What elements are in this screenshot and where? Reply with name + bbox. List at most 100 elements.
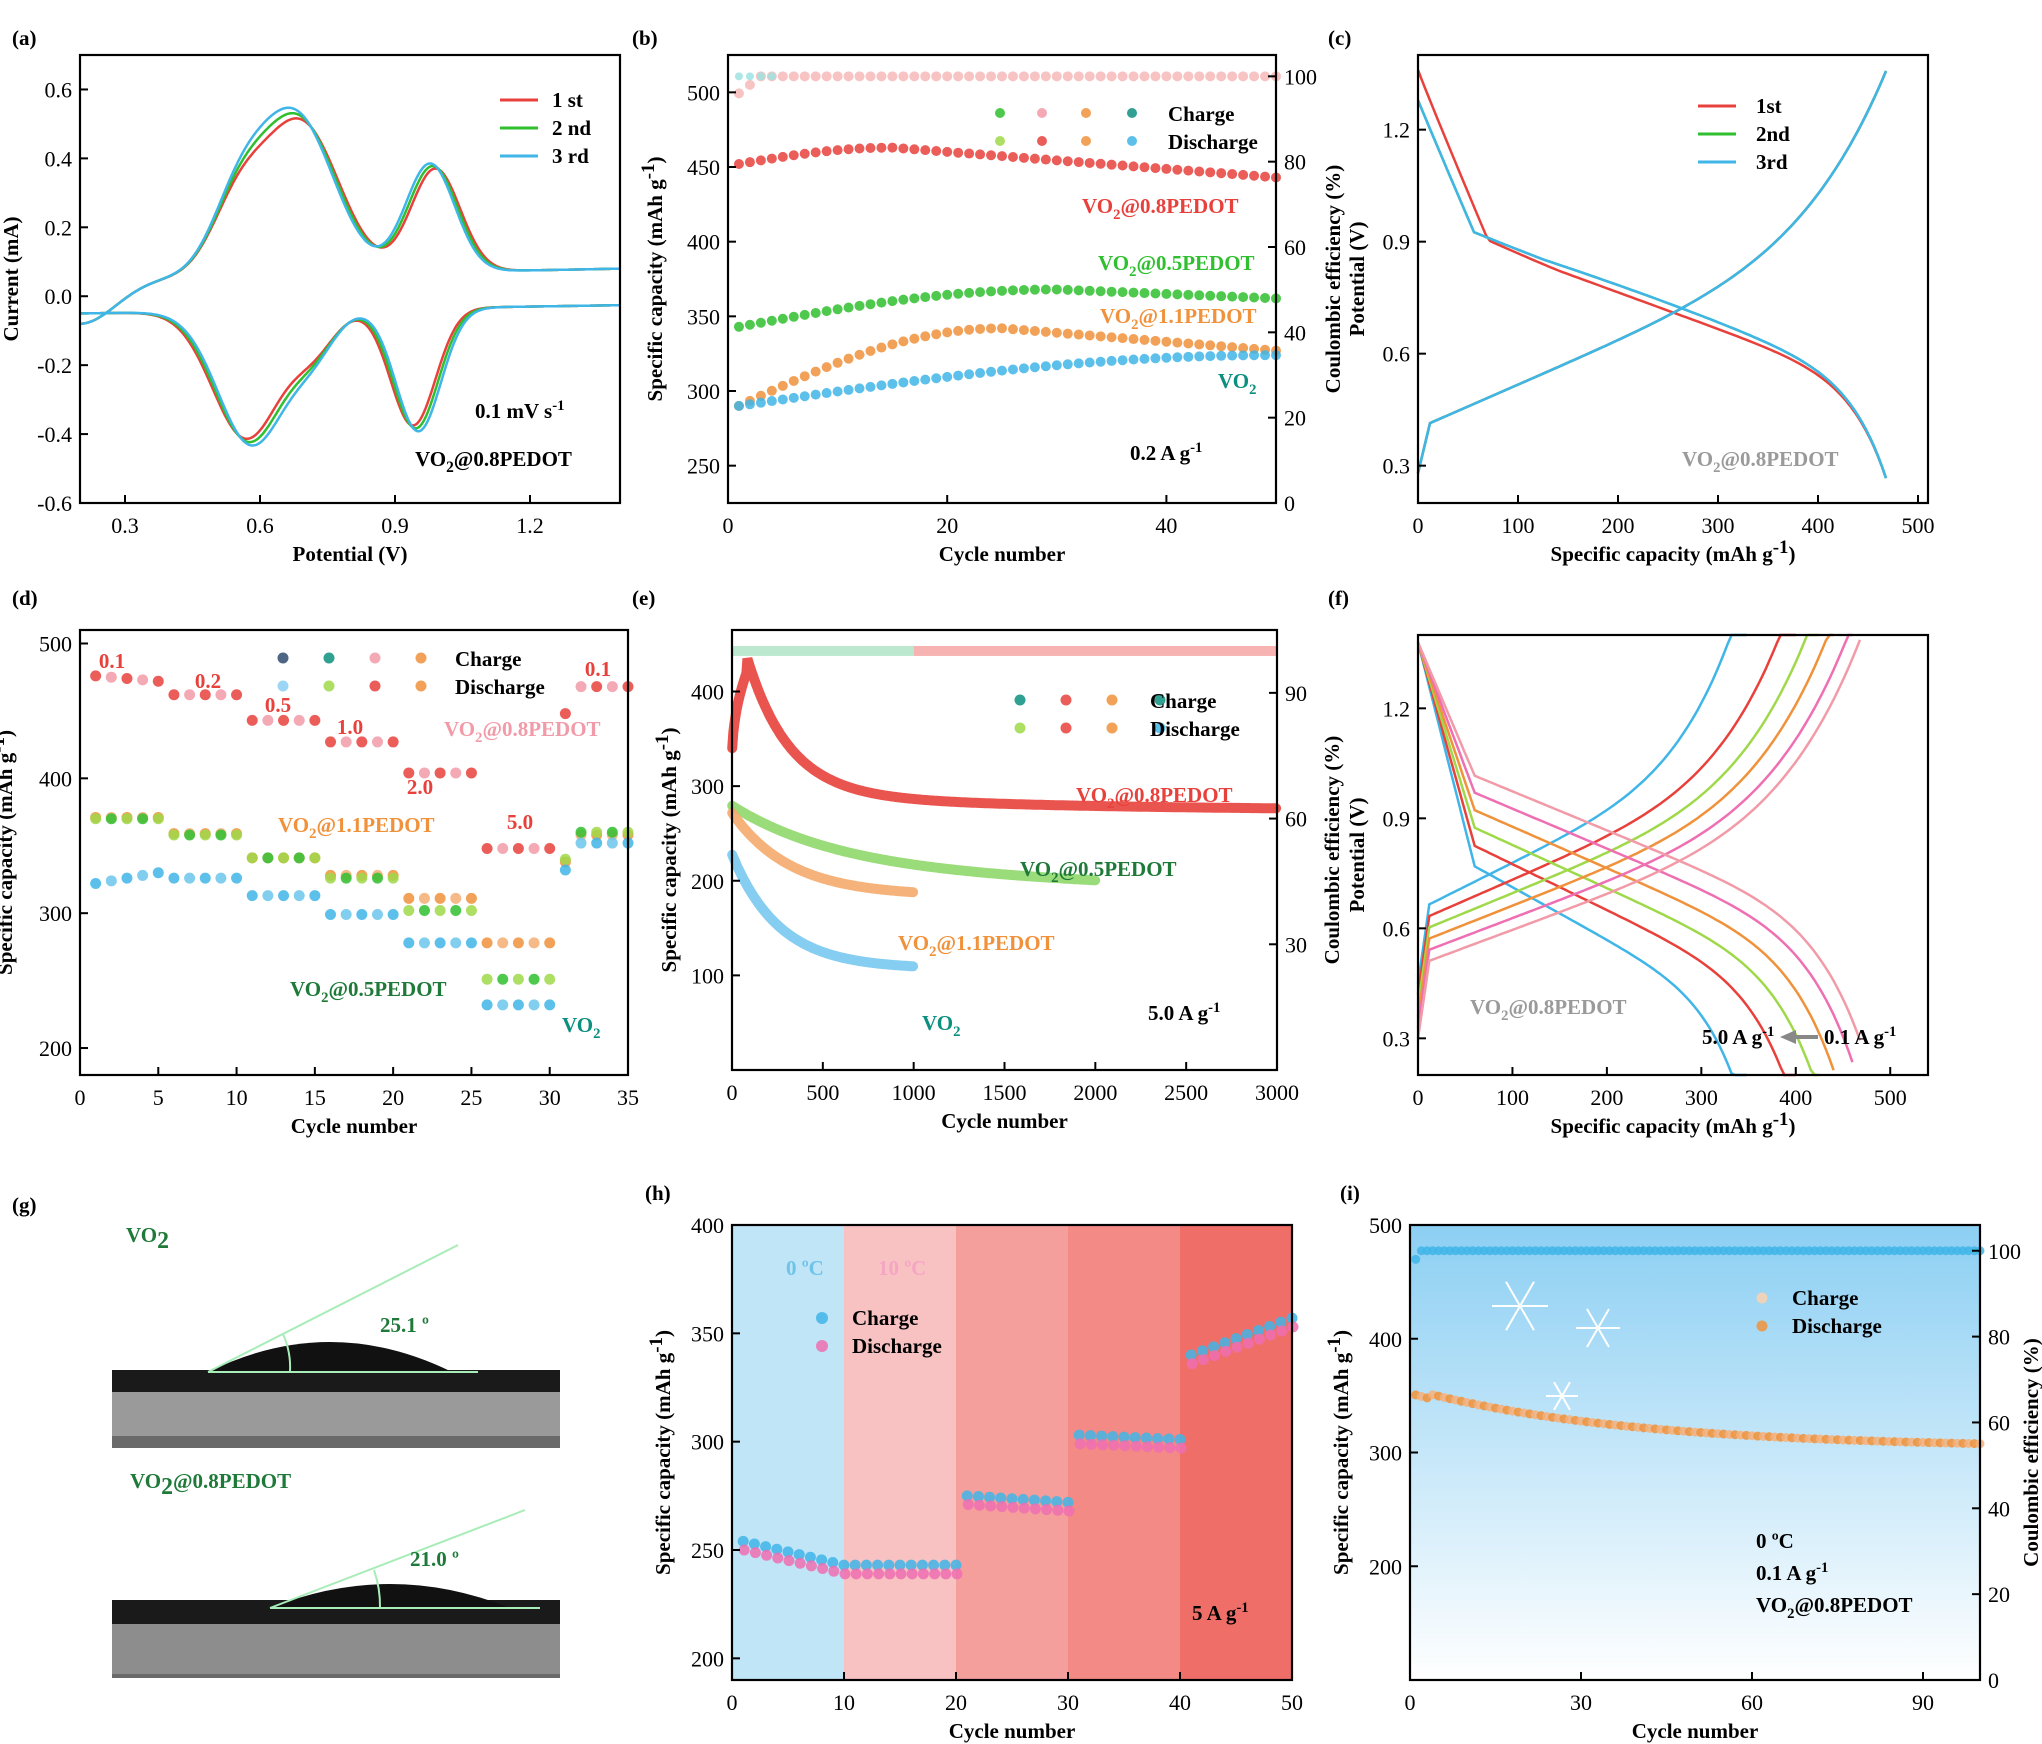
data-point bbox=[215, 829, 227, 841]
ce-point bbox=[931, 71, 942, 82]
x-tick-label: 10 bbox=[833, 1690, 855, 1715]
data-point bbox=[1108, 1439, 1120, 1451]
charge-line bbox=[1416, 70, 1888, 474]
x-axis-label: Specific capacity (mAh g-1) bbox=[1551, 1109, 1796, 1138]
x-tick-label: 200 bbox=[1602, 513, 1635, 538]
snowflake-icon bbox=[1597, 1308, 1610, 1329]
x-axis-label: Cycle number bbox=[941, 1109, 1068, 1133]
data-point bbox=[832, 145, 843, 156]
data-point bbox=[975, 368, 986, 379]
data-point bbox=[387, 909, 399, 921]
x-tick-label: 90 bbox=[1912, 1690, 1934, 1715]
data-point bbox=[90, 670, 102, 682]
data-point bbox=[1107, 1431, 1119, 1443]
y2-tick-label: 60 bbox=[1988, 1410, 2010, 1435]
series-label: VO2 bbox=[1218, 369, 1256, 398]
data-point bbox=[90, 813, 102, 825]
data-point bbox=[231, 829, 243, 841]
data-point bbox=[861, 1568, 873, 1580]
legend-marker bbox=[1127, 108, 1137, 118]
annotation: 0.2 A g-1 bbox=[1130, 440, 1202, 465]
data-point bbox=[738, 1544, 750, 1556]
temperature-region bbox=[1068, 1225, 1180, 1680]
y-tick-label: 0.6 bbox=[1383, 342, 1411, 367]
data-point bbox=[559, 853, 571, 865]
panel-letter: (g) bbox=[12, 1193, 37, 1217]
data-point bbox=[1194, 166, 1205, 177]
ce-band bbox=[732, 645, 914, 656]
discharge-line bbox=[1416, 641, 1796, 1077]
data-point bbox=[309, 714, 321, 726]
y2-tick-label: 100 bbox=[1988, 1239, 2021, 1264]
data-point bbox=[403, 767, 415, 779]
data-point bbox=[497, 999, 509, 1011]
data-point bbox=[1241, 1329, 1253, 1341]
tangent-line bbox=[207, 1244, 459, 1373]
data-point bbox=[418, 892, 430, 904]
data-point bbox=[1194, 290, 1205, 301]
y-tick-label: 300 bbox=[691, 1430, 724, 1455]
data-point bbox=[1216, 291, 1227, 302]
y2-axis-label: Coulombic efficiency (%) bbox=[1320, 736, 1344, 965]
data-point bbox=[1194, 339, 1205, 350]
data-point bbox=[931, 146, 942, 156]
contact-angle: 25.1 º bbox=[380, 1313, 429, 1337]
data-point bbox=[481, 937, 493, 949]
y-tick-label: -0.2 bbox=[37, 353, 72, 378]
data-point bbox=[1084, 357, 1095, 368]
data-point bbox=[246, 890, 258, 902]
data-point bbox=[1208, 1341, 1220, 1353]
ce-point bbox=[986, 71, 997, 82]
region-label: 0 ºC bbox=[786, 1256, 824, 1280]
y2-axis-label: Coulombic efficiency (%) bbox=[1321, 165, 1345, 394]
data-point bbox=[1205, 351, 1216, 362]
x-tick-label: 30 bbox=[539, 1085, 561, 1110]
x-tick-label: 2500 bbox=[1164, 1080, 1208, 1105]
y2-tick-label: 0 bbox=[1988, 1668, 1999, 1693]
snowflake-icon bbox=[1505, 1305, 1521, 1331]
y2-tick-label: 60 bbox=[1284, 235, 1306, 260]
y-tick-label: 400 bbox=[39, 766, 72, 791]
data-point bbox=[942, 371, 953, 382]
x-tick-label: 0.9 bbox=[381, 513, 409, 538]
x-tick-label: 50 bbox=[1281, 1690, 1303, 1715]
charge-line bbox=[1416, 70, 1888, 474]
data-point bbox=[1106, 286, 1117, 297]
data-point bbox=[434, 937, 446, 949]
data-point bbox=[805, 1560, 817, 1572]
data-point bbox=[1128, 334, 1139, 345]
data-point bbox=[920, 292, 931, 303]
data-point bbox=[1230, 1333, 1242, 1345]
data-point bbox=[168, 689, 180, 701]
data-point bbox=[465, 892, 477, 904]
x-tick-label: 15 bbox=[304, 1085, 326, 1110]
data-point bbox=[1227, 350, 1238, 361]
temperature-region bbox=[1180, 1225, 1292, 1680]
data-point bbox=[497, 973, 509, 985]
data-point bbox=[199, 829, 211, 841]
data-point bbox=[184, 829, 196, 841]
charge-line bbox=[1416, 639, 1862, 1039]
discharge-line bbox=[1416, 641, 1862, 1041]
charge-line bbox=[1416, 633, 1747, 984]
ce-point bbox=[744, 79, 755, 90]
data-point bbox=[1130, 1440, 1142, 1452]
data-point bbox=[1249, 292, 1260, 303]
data-point bbox=[1128, 354, 1139, 365]
y2-tick-label: 0 bbox=[1284, 491, 1295, 516]
data-point bbox=[1183, 351, 1194, 362]
series-label: VO2@1.1PEDOT bbox=[898, 931, 1055, 960]
data-point bbox=[832, 386, 843, 397]
data-point bbox=[371, 736, 383, 748]
ce-point bbox=[1073, 71, 1084, 82]
data-point bbox=[799, 309, 810, 320]
data-point bbox=[883, 1559, 895, 1571]
legend-entry: 2nd bbox=[1756, 122, 1790, 146]
data-point bbox=[1084, 1430, 1096, 1442]
data-point bbox=[799, 371, 810, 382]
data-point bbox=[450, 937, 462, 949]
y-tick-label: 0.3 bbox=[1383, 1026, 1411, 1051]
x-tick-label: 0 bbox=[1413, 513, 1424, 538]
y-tick-label: 350 bbox=[691, 1321, 724, 1346]
data-point bbox=[184, 689, 196, 701]
